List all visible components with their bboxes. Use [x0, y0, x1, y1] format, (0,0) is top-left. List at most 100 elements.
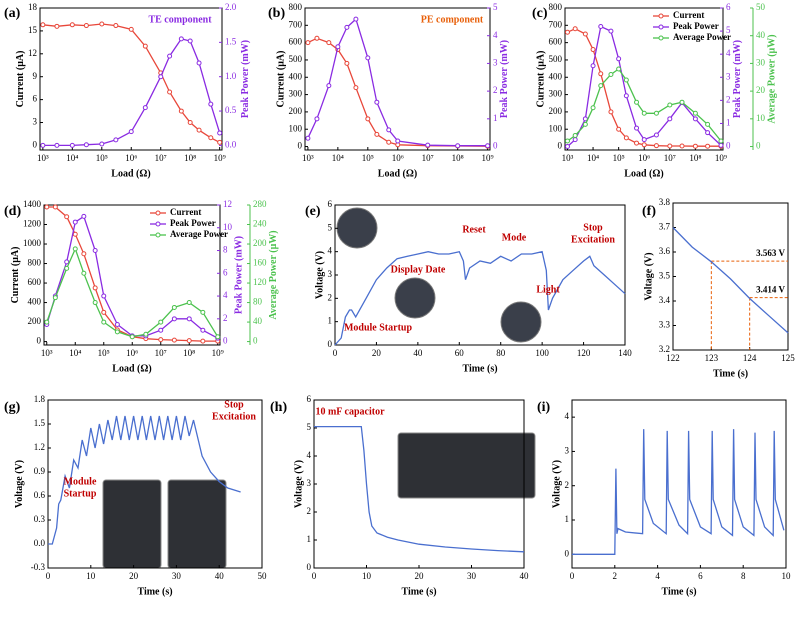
x-tick-label: 123	[705, 353, 719, 363]
y-tick-label: 6	[307, 394, 312, 404]
x-tick-label: 10⁸	[184, 153, 196, 163]
y-axis-label: Peak Power (mW)	[240, 40, 251, 118]
y-tick-label: 80	[253, 297, 263, 307]
point	[114, 322, 120, 328]
y-axis-label: Voltage (V)	[14, 460, 25, 508]
x-tick-label: 40	[520, 571, 530, 581]
point	[196, 127, 202, 133]
panel-label: (a)	[4, 6, 21, 21]
y-tick-label: 0	[756, 141, 761, 151]
y-tick-label: 10	[223, 222, 233, 232]
y-tick-label: 4	[726, 48, 731, 58]
point	[564, 144, 570, 150]
y-tick-label: 6	[328, 199, 333, 209]
y-tick-label: 3	[726, 71, 731, 81]
x-axis-label: Load (Ω)	[111, 168, 150, 179]
point	[83, 23, 89, 29]
point	[386, 127, 392, 133]
y-tick-label: 12	[223, 199, 232, 209]
y-tick-label: 1	[493, 113, 498, 123]
point	[143, 331, 149, 337]
point	[623, 93, 629, 99]
photo	[500, 301, 542, 343]
point	[623, 135, 629, 141]
x-axis-label: Load (Ω)	[378, 168, 417, 179]
x-tick-label: 10⁶	[126, 348, 138, 358]
y-tick-label: 2	[493, 85, 498, 95]
point	[653, 143, 659, 149]
y-tick-label: 200	[549, 106, 563, 116]
point	[326, 40, 332, 46]
y-tick-label: 300	[549, 89, 563, 99]
y-tick-label: 4	[307, 450, 312, 460]
y-tick-label: 3.5	[659, 271, 671, 281]
x-tick-label: 10⁴	[66, 153, 78, 163]
y-axis-label: Average Power (μW)	[268, 230, 279, 319]
y-tick-label: 6	[33, 94, 38, 104]
y-tick-label: 0	[298, 141, 303, 151]
x-tick-label: 10	[782, 571, 792, 581]
series-line	[314, 425, 525, 553]
point	[167, 89, 173, 95]
x-tick-label: 60	[455, 348, 465, 358]
x-tick-label: 40	[215, 571, 225, 581]
y-tick-label: 5	[493, 2, 498, 12]
point	[564, 138, 570, 144]
point	[178, 36, 184, 42]
y-tick-label: 3.3	[659, 320, 671, 330]
point	[679, 143, 685, 149]
y-tick-label: 0	[307, 562, 312, 572]
legend-marker	[658, 24, 664, 30]
y-tick-label: 400	[549, 71, 563, 81]
point	[653, 110, 659, 116]
point	[374, 99, 380, 105]
point	[455, 143, 461, 149]
series-line	[567, 68, 722, 142]
y-tick-label: 500	[289, 54, 303, 64]
photo	[167, 479, 227, 569]
point	[101, 293, 107, 299]
x-tick-label: 10⁹	[214, 153, 226, 163]
y-tick-label: 200	[28, 316, 42, 326]
x-tick-label: 0	[46, 571, 51, 581]
panel-label: (c)	[532, 6, 548, 21]
y-tick-label: 1	[726, 118, 731, 128]
x-tick-label: 80	[496, 348, 506, 358]
point	[64, 259, 70, 265]
point	[52, 295, 58, 301]
panel: (e) 0 20 40 60 80 100 120 140 Time (s) 0 1 2 3 4 5 6 Volt…	[305, 199, 632, 374]
point	[178, 108, 184, 114]
x-tick-label: 20	[372, 348, 382, 358]
y-tick-label: 15	[28, 25, 38, 35]
point	[582, 31, 588, 37]
point	[314, 116, 320, 122]
point	[692, 116, 698, 122]
point	[616, 56, 622, 62]
point	[187, 120, 193, 126]
y-tick-label: 3	[307, 478, 312, 488]
series-line	[672, 227, 789, 334]
point	[641, 110, 647, 116]
annotation: 10 mF capacitor	[315, 406, 385, 417]
x-tick-label: 10⁶	[125, 153, 137, 163]
plot-frame	[47, 399, 263, 569]
ref-label: 3.414 V	[756, 285, 785, 295]
annotation: Stop	[224, 399, 244, 410]
point	[101, 309, 107, 315]
point	[616, 66, 622, 72]
y-tick-label: 500	[549, 54, 563, 64]
point	[653, 132, 659, 138]
y-tick-label: 120	[253, 277, 267, 287]
y-tick-label: 0	[37, 336, 42, 346]
y-tick-label: 1.0	[225, 71, 237, 81]
point	[64, 265, 70, 271]
y-tick-label: 700	[549, 19, 563, 29]
panel: (i) 0 2 4 6 8 10 Time (s) 0 1 2 3 4 Voltage (V)	[537, 399, 792, 597]
x-axis-label: Load (Ω)	[624, 168, 663, 179]
point	[128, 26, 134, 32]
y-tick-label: 0.6	[34, 490, 46, 500]
y-axis-label: Peak Power (mW)	[732, 40, 743, 118]
y-tick-label: 40	[253, 316, 263, 326]
x-axis-label: Time (s)	[462, 363, 497, 374]
